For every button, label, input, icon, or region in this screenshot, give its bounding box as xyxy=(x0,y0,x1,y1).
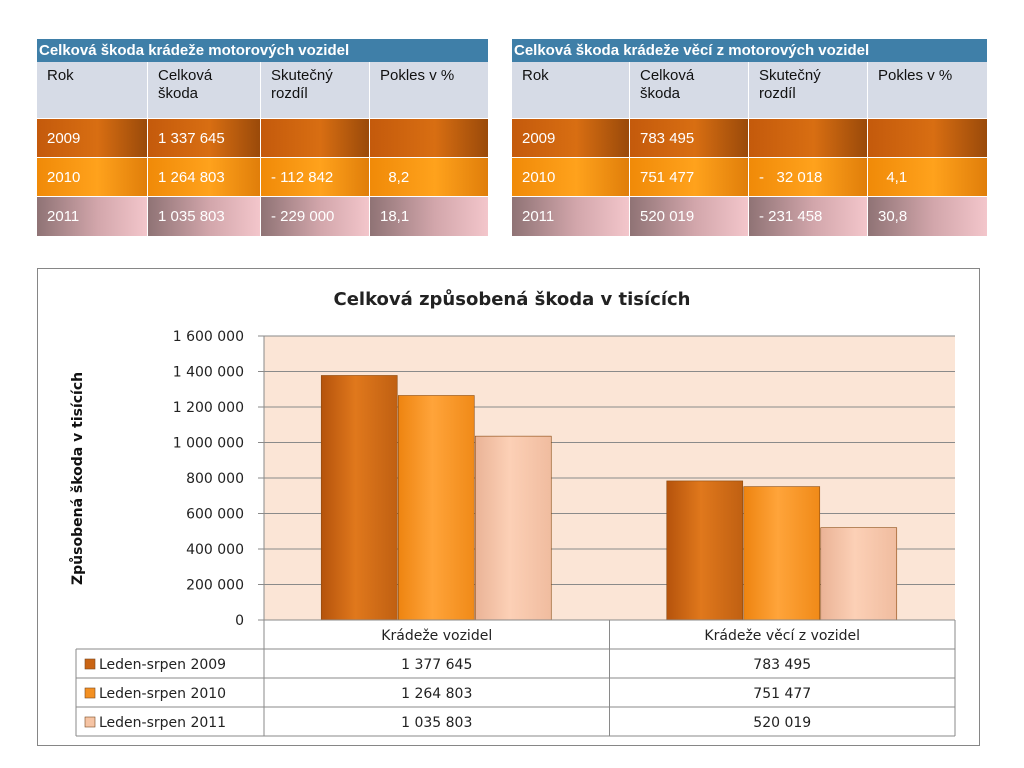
table-cell xyxy=(370,118,488,158)
y-tick-label: 200 000 xyxy=(186,578,244,594)
table-title: Celková škoda krádeže motorových vozidel xyxy=(37,39,488,62)
table-row: 2010 751 477 - 32 018 4,1 xyxy=(512,157,987,197)
table-car-theft: Celková škoda krádeže motorových vozidel… xyxy=(37,39,488,237)
header-cell: Celková škoda xyxy=(148,62,261,118)
chart-title: Celková způsobená škoda v tisících xyxy=(333,289,691,310)
header-cell: Skutečný rozdíl xyxy=(261,62,370,118)
data-table-value: 783 495 xyxy=(753,657,811,673)
table-cell: 1 035 803 xyxy=(148,196,261,236)
header-cell: Rok xyxy=(512,62,630,118)
table-cell: - 229 000 xyxy=(261,196,370,236)
legend-swatch xyxy=(84,716,96,728)
table-cell xyxy=(261,118,370,158)
table-cell: 2010 xyxy=(37,157,148,197)
table-cell: 783 495 xyxy=(630,118,749,158)
legend-label: Leden-srpen 2009 xyxy=(99,657,226,673)
header-cell: Rok xyxy=(37,62,148,118)
table-cell: 18,1 xyxy=(370,196,488,236)
legend-label: Leden-srpen 2010 xyxy=(99,686,226,702)
table-row: 2011 1 035 803 - 229 000 18,1 xyxy=(37,196,488,236)
table-row: 2009 1 337 645 xyxy=(37,118,488,158)
data-table-value: 1 377 645 xyxy=(401,657,472,673)
table-cell: 751 477 xyxy=(630,157,749,197)
table-cell: - 112 842 xyxy=(261,157,370,197)
table-cell: 2009 xyxy=(512,118,630,158)
table-cell: 4,1 xyxy=(868,157,987,197)
legend-swatch xyxy=(84,687,96,699)
table-cell: 520 019 xyxy=(630,196,749,236)
table-cell: 2011 xyxy=(512,196,630,236)
x-category-label: Krádeže věcí z vozidel xyxy=(704,628,860,644)
y-tick-label: 1 400 000 xyxy=(173,365,244,381)
data-table-value: 1 264 803 xyxy=(401,686,472,702)
table-items-theft: Celková škoda krádeže věcí z motorových … xyxy=(512,39,987,237)
bar xyxy=(743,486,821,621)
data-table-value: 751 477 xyxy=(753,686,811,702)
table-header-row: Rok Celková škoda Skutečný rozdíl Pokles… xyxy=(512,62,987,118)
bar xyxy=(320,375,398,621)
y-tick-label: 1 600 000 xyxy=(173,329,244,345)
bar xyxy=(666,480,744,621)
header-cell: Pokles v % xyxy=(878,67,953,84)
table-row: 2009 783 495 xyxy=(512,118,987,158)
x-category-label: Krádeže vozidel xyxy=(381,628,492,644)
table-cell: 2011 xyxy=(37,196,148,236)
table-row: 2011 520 019 - 231 458 30,8 xyxy=(512,196,987,236)
data-table-value: 520 019 xyxy=(753,715,811,731)
y-tick-label: 0 xyxy=(235,613,244,629)
table-cell: 8,2 xyxy=(370,157,488,197)
header-cell: Pokles v % xyxy=(380,67,455,84)
bar xyxy=(397,395,475,621)
table-title: Celková škoda krádeže věcí z motorových … xyxy=(512,39,987,62)
bar xyxy=(474,435,552,621)
legend-swatch xyxy=(84,658,96,670)
y-tick-label: 800 000 xyxy=(186,471,244,487)
y-tick-label: 400 000 xyxy=(186,542,244,558)
y-tick-label: 1 000 000 xyxy=(173,436,244,452)
table-cell: 2010 xyxy=(512,157,630,197)
legend-label: Leden-srpen 2011 xyxy=(99,715,226,731)
y-tick-label: 1 200 000 xyxy=(173,400,244,416)
table-cell xyxy=(749,118,868,158)
table-cell: 1 337 645 xyxy=(148,118,261,158)
bar xyxy=(820,527,898,621)
table-cell xyxy=(868,118,987,158)
header-cell: Celková škoda xyxy=(630,62,749,118)
table-cell: - 32 018 xyxy=(749,157,868,197)
table-header-row: Rok Celková škoda Skutečný rozdíl Pokles… xyxy=(37,62,488,118)
table-cell: - 231 458 xyxy=(749,196,868,236)
table-row: 2010 1 264 803 - 112 842 8,2 xyxy=(37,157,488,197)
header-cell: Skutečný rozdíl xyxy=(749,62,868,118)
data-table-value: 1 035 803 xyxy=(401,715,472,731)
table-cell: 1 264 803 xyxy=(148,157,261,197)
table-cell: 30,8 xyxy=(868,196,987,236)
y-tick-label: 600 000 xyxy=(186,507,244,523)
table-cell: 2009 xyxy=(37,118,148,158)
